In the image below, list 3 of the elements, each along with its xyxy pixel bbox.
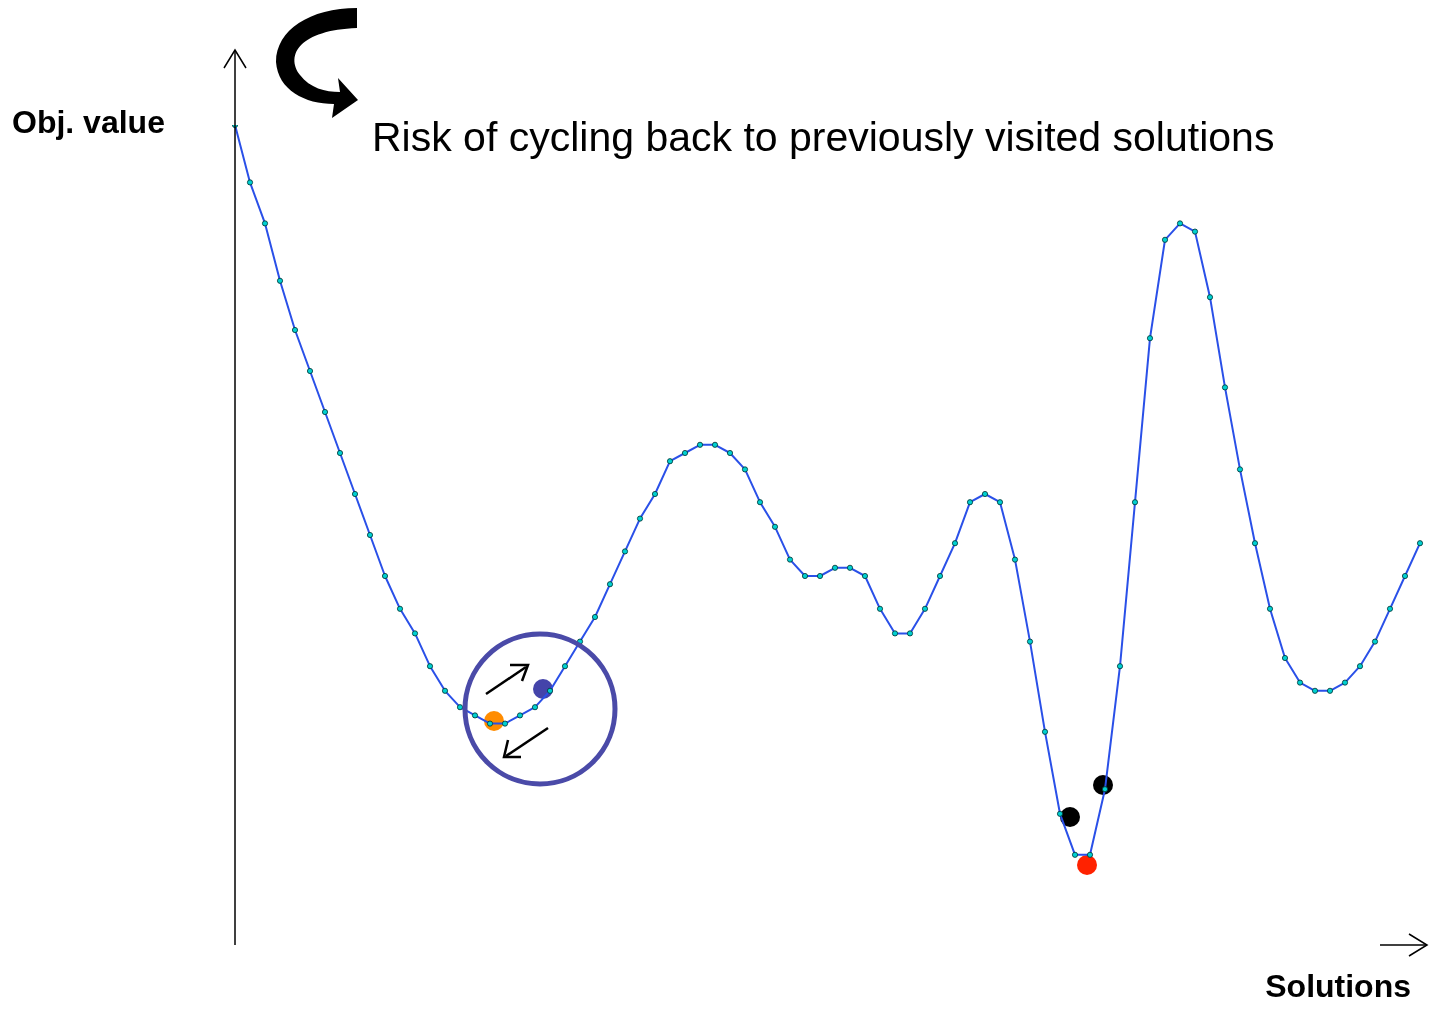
annotation: Risk of cycling back to previously visited solutions [372,114,1275,161]
y-axis-title: Obj. value [12,104,165,141]
x-axis-title: Solutions [1265,968,1411,1005]
